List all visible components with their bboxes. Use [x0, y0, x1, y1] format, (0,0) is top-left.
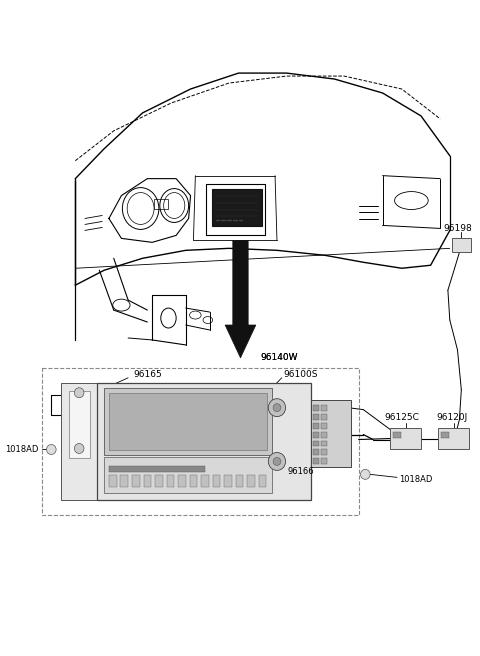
Bar	[224, 476, 232, 487]
Bar	[321, 432, 327, 438]
Text: 1018AD: 1018AD	[399, 475, 433, 484]
Bar	[259, 476, 266, 487]
Text: 1018AD: 1018AD	[5, 445, 39, 454]
Text: 96140W: 96140W	[260, 354, 298, 362]
Bar	[61, 382, 97, 501]
Bar	[321, 422, 327, 428]
Bar	[311, 400, 351, 468]
Bar	[321, 414, 327, 420]
Circle shape	[47, 445, 56, 455]
Bar	[313, 441, 319, 447]
Bar	[109, 393, 267, 451]
Text: 96163: 96163	[120, 405, 146, 414]
Circle shape	[273, 457, 281, 465]
Bar	[321, 449, 327, 455]
Bar	[321, 405, 327, 411]
Bar	[313, 405, 319, 411]
Bar	[42, 368, 359, 515]
Circle shape	[268, 399, 286, 417]
Text: 96100S: 96100S	[284, 370, 318, 379]
Bar	[441, 432, 449, 438]
Text: 96165: 96165	[133, 370, 162, 379]
Bar	[236, 476, 243, 487]
Circle shape	[74, 388, 84, 398]
Bar	[120, 476, 128, 487]
Text: 96140W: 96140W	[260, 354, 298, 362]
Bar	[190, 476, 197, 487]
Bar	[313, 422, 319, 428]
Bar	[212, 188, 262, 226]
Bar	[167, 476, 174, 487]
Bar	[438, 428, 469, 449]
Bar	[178, 476, 186, 487]
Bar	[321, 459, 327, 464]
Circle shape	[268, 453, 286, 470]
Text: 96163: 96163	[153, 467, 180, 476]
Text: 96198: 96198	[443, 224, 472, 233]
Bar	[154, 199, 168, 209]
Text: 96125C: 96125C	[384, 413, 419, 422]
Bar	[97, 382, 311, 501]
Bar	[132, 476, 140, 487]
Bar	[313, 414, 319, 420]
Circle shape	[360, 470, 370, 480]
Bar	[69, 391, 90, 459]
Bar	[321, 441, 327, 447]
Circle shape	[74, 443, 84, 453]
Bar	[155, 476, 163, 487]
Bar	[213, 476, 220, 487]
Bar	[313, 459, 319, 464]
Bar	[390, 428, 421, 449]
Bar	[313, 449, 319, 455]
Polygon shape	[225, 240, 256, 358]
Bar	[144, 476, 151, 487]
Bar	[104, 457, 272, 493]
Bar	[313, 432, 319, 438]
Circle shape	[273, 403, 281, 412]
Text: 96166: 96166	[288, 467, 314, 476]
Bar	[452, 238, 471, 253]
Bar	[109, 476, 117, 487]
Bar	[104, 388, 272, 455]
Bar	[201, 476, 209, 487]
Text: 96120J: 96120J	[436, 413, 468, 422]
Bar	[109, 466, 205, 472]
Bar	[247, 476, 255, 487]
Bar	[393, 432, 401, 438]
